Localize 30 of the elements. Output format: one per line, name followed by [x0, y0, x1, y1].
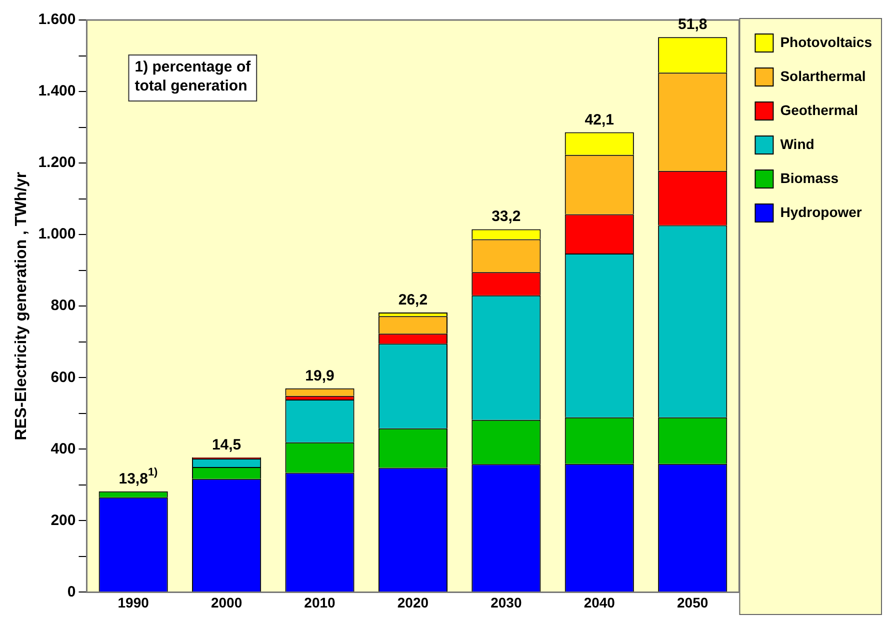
- y-tick-label: 200: [50, 512, 76, 529]
- x-tick-label: 2040: [584, 594, 616, 610]
- y-axis-title: RES-Electricity generation , TWh/yr: [13, 172, 30, 440]
- x-tick-label: 2000: [210, 594, 242, 610]
- legend-label: Biomass: [780, 170, 839, 186]
- y-tick-label: 400: [50, 440, 76, 458]
- annotation: 42,1: [584, 111, 614, 128]
- legend-label: Solarthermal: [780, 68, 866, 84]
- y-tick-label: 1.200: [38, 154, 76, 172]
- legend-label: Hydropower: [780, 204, 862, 220]
- annotation: 26,2: [398, 292, 428, 309]
- annotation: 51,8: [678, 16, 708, 34]
- annotation: 1) percentage of total generation: [134, 58, 252, 95]
- x-tick-label: 2030: [490, 594, 522, 610]
- y-tick-label: 0: [67, 583, 76, 600]
- y-tick-label: 1.400: [38, 82, 76, 100]
- x-tick-label: 2050: [677, 594, 708, 610]
- annotation: 33,2: [492, 208, 521, 226]
- x-tick-label: 1990: [118, 594, 150, 610]
- x-tick-label: 2020: [397, 594, 429, 610]
- y-tick-label: 1.000: [38, 226, 76, 243]
- y-tick-label: 800: [50, 297, 76, 314]
- x-tick-label: 2010: [304, 594, 336, 610]
- legend-label: Geothermal: [780, 102, 858, 118]
- annotation: 14,5: [212, 436, 242, 454]
- y-tick-label: 1.600: [38, 11, 76, 28]
- y-tick-label: 600: [50, 368, 76, 386]
- legend-label: Photovoltaics: [780, 34, 872, 50]
- annotation: 19,9: [305, 367, 334, 384]
- legend-label: Wind: [780, 136, 814, 152]
